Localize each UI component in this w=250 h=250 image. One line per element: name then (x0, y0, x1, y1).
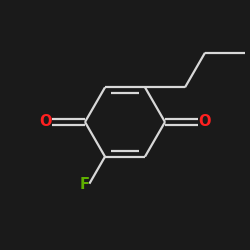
Text: O: O (198, 114, 211, 130)
Text: O: O (39, 114, 52, 130)
Text: F: F (80, 177, 90, 192)
